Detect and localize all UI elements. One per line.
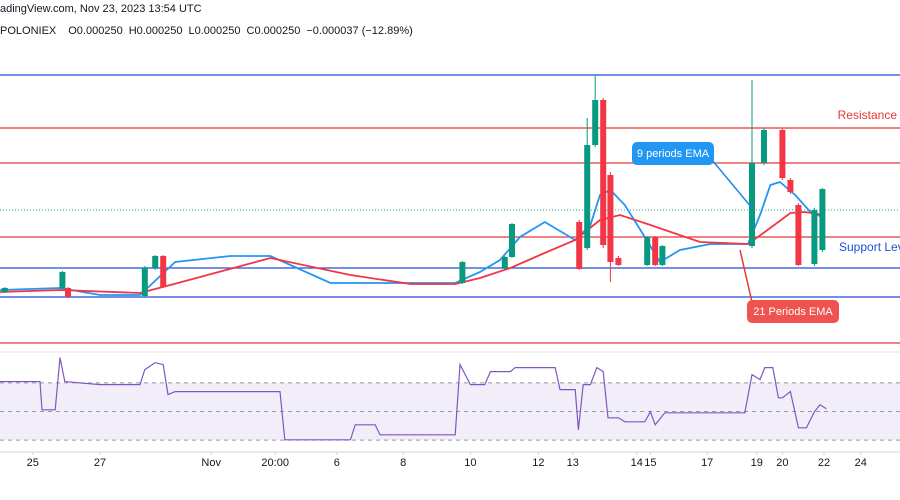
x-tick-label: 20 [776,457,788,469]
header-source: adingView.com, Nov 23, 2023 13:54 UTC [0,3,202,15]
candle-body [160,256,167,287]
ema-line [0,211,825,294]
candle-body [787,180,794,192]
candle-body [576,222,583,269]
candle-body [584,145,591,248]
x-tick-label: 20:00 [261,457,289,469]
candle-body [65,288,71,297]
x-tick-label: 10 [464,457,476,469]
candle-body [819,189,826,250]
candle-body [749,163,755,246]
candle-body [795,205,802,265]
price-pane [0,74,900,344]
candle-body [779,130,786,178]
resistance-label: Resistance [838,108,898,122]
header-ohlc: O0.000250 [68,25,122,37]
candle-body [607,175,614,262]
ema21-callout [747,300,839,323]
rsi-line [0,357,827,441]
candle-body [152,256,159,268]
header-ohlc: C0.000250 [247,25,301,37]
candle-body [644,237,651,265]
x-tick-label: 22 [818,457,830,469]
candle-body [761,130,767,163]
header: adingView.com, Nov 23, 2023 13:54 UTC PO… [0,3,413,37]
candle-body [1,288,8,292]
candle-body [615,258,622,265]
support-label: Support Lev [839,240,900,254]
candle-body [459,262,466,283]
header-ohlc: POLONIEX [0,25,57,37]
x-tick-label: 13 [567,457,579,469]
x-tick-label: 27 [94,457,106,469]
ema9-arrow [711,159,753,209]
candle-body [509,224,515,257]
x-tick-label: 17 [701,457,713,469]
x-tick-label: 15 [644,457,656,469]
candle-body [592,100,599,145]
x-tick-label: Nov [201,457,221,469]
x-tick-label: 24 [855,457,867,469]
x-tick-label: 14 [631,457,643,469]
annotations: Resistance Support Lev 9 periods EMA 21 … [632,108,900,323]
x-tick-label: 6 [334,457,340,469]
ema21-label: 21 Periods EMA [753,306,833,318]
ema21-arrow [739,249,753,303]
rsi-pane [0,357,900,441]
candle-body [659,246,666,265]
candle-body [501,257,508,268]
ema9-callout [632,142,714,165]
x-tick-label: 25 [27,457,39,469]
candle-body [652,237,659,265]
candle-body [141,268,148,296]
ema9-label: 9 periods EMA [637,148,710,160]
ema-line [0,180,826,296]
header-ohlc: −0.000037 (−12.89%) [306,25,412,37]
candle-body [811,210,818,264]
time-axis: 25 27 Nov 20:00 6 8 10 12 13 14 15 17 19 20 22 24 [27,452,867,469]
x-tick-label: 8 [400,457,406,469]
candle-body [600,100,607,245]
x-tick-label: 19 [751,457,763,469]
x-tick-label: 12 [532,457,544,469]
header-ohlc: H0.000250 [129,25,183,37]
header-ohlc: L0.000250 [189,25,241,37]
candle-body [59,272,66,288]
